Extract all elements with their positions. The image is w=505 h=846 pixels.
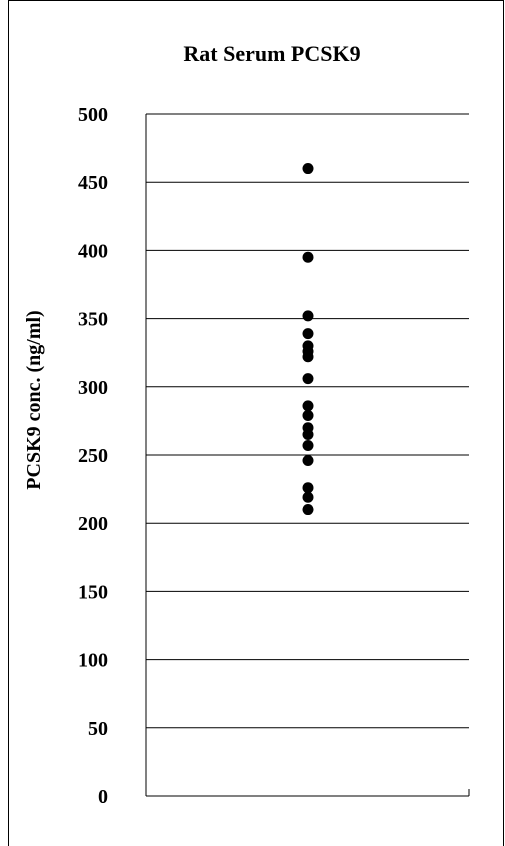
data-point [302, 400, 314, 412]
data-point [302, 310, 314, 322]
y-tick-label: 450 [78, 172, 108, 194]
y-tick-label: 400 [78, 240, 108, 262]
y-tick-label: 100 [78, 650, 108, 672]
data-point [302, 429, 314, 441]
data-point [302, 504, 314, 516]
data-point [302, 454, 314, 466]
data-point [302, 251, 314, 263]
data-points [302, 163, 314, 516]
data-point [302, 163, 314, 175]
data-point [302, 328, 314, 340]
y-tick-label: 300 [78, 377, 108, 399]
y-tick-label: 0 [98, 786, 108, 808]
data-point [302, 409, 314, 421]
chart-title: Rat Serum PCSK9 [183, 41, 360, 66]
data-point [302, 373, 314, 385]
data-point [302, 491, 314, 503]
data-point [302, 351, 314, 363]
y-tick-label: 50 [88, 718, 108, 740]
y-tick-label: 200 [78, 513, 108, 535]
y-tick-label: 350 [78, 309, 108, 331]
data-point [302, 482, 314, 494]
chart-frame [8, 0, 504, 846]
y-tick-label: 500 [78, 104, 108, 126]
y-tick-label: 150 [78, 581, 108, 603]
y-axis-label: PCSK9 conc. (ng/ml) [23, 310, 45, 489]
axes [145, 114, 470, 797]
y-tick-label: 250 [78, 445, 108, 467]
data-point [302, 439, 314, 451]
y-tick-labels: 0 50 100 150 200 250 300 350 400 450 500 [78, 104, 108, 808]
